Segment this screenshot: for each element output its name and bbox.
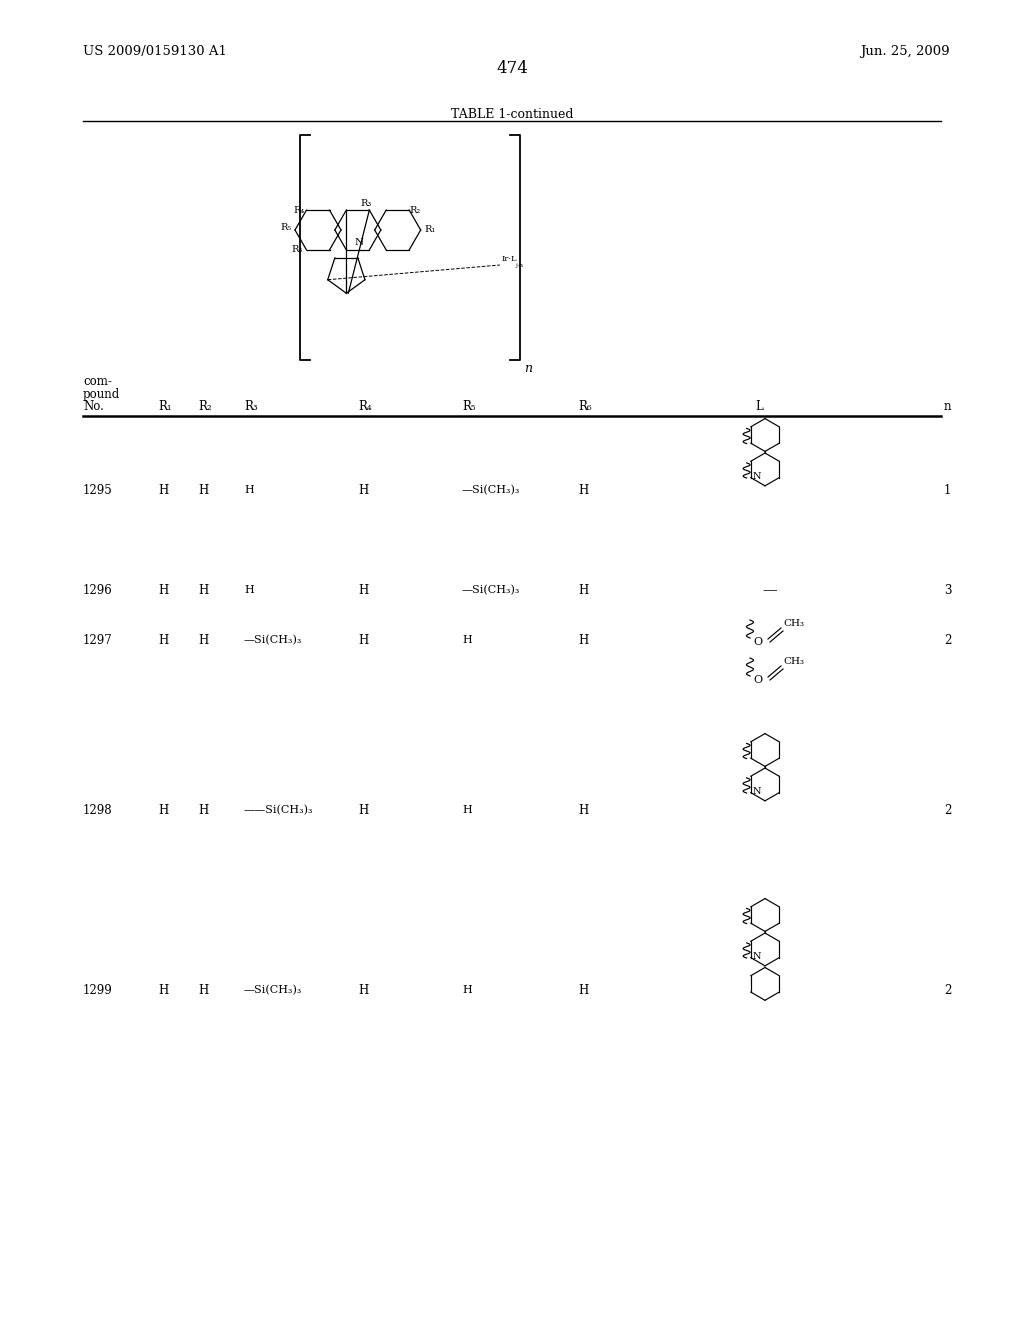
Text: 2: 2 — [944, 983, 951, 997]
Text: R₆: R₆ — [578, 400, 592, 413]
Text: H: H — [158, 483, 168, 496]
Text: H: H — [462, 635, 472, 645]
Text: 1296: 1296 — [83, 583, 113, 597]
Text: H: H — [158, 983, 168, 997]
Text: H: H — [358, 634, 369, 647]
Text: H: H — [158, 804, 168, 817]
Text: H: H — [244, 585, 254, 595]
Text: N: N — [753, 952, 761, 961]
Text: 2: 2 — [944, 634, 951, 647]
Text: —: — — [763, 583, 777, 597]
Text: n: n — [524, 362, 532, 375]
Text: H: H — [358, 583, 369, 597]
Text: H: H — [462, 805, 472, 814]
Text: H: H — [358, 483, 369, 496]
Text: R₅: R₅ — [281, 223, 292, 232]
Text: 474: 474 — [496, 59, 528, 77]
Text: n: n — [944, 400, 951, 413]
Text: No.: No. — [83, 400, 103, 413]
Text: O: O — [754, 675, 763, 685]
Text: H: H — [358, 983, 369, 997]
Text: US 2009/0159130 A1: US 2009/0159130 A1 — [83, 45, 227, 58]
Text: H: H — [578, 583, 588, 597]
Text: H: H — [578, 483, 588, 496]
Text: R₂: R₂ — [198, 400, 212, 413]
Text: H: H — [198, 483, 208, 496]
Text: O: O — [754, 638, 763, 647]
Text: 2: 2 — [944, 804, 951, 817]
Text: R₅: R₅ — [462, 400, 475, 413]
Text: —Si(CH₃)₃: —Si(CH₃)₃ — [244, 985, 302, 995]
Text: —Si(CH₃)₃: —Si(CH₃)₃ — [462, 484, 520, 495]
Text: H: H — [358, 804, 369, 817]
Text: ——Si(CH₃)₃: ——Si(CH₃)₃ — [244, 805, 313, 816]
Text: H: H — [198, 983, 208, 997]
Text: 1299: 1299 — [83, 983, 113, 997]
Text: R₆: R₆ — [292, 246, 303, 253]
Text: 1297: 1297 — [83, 634, 113, 647]
Text: H: H — [578, 983, 588, 997]
Text: H: H — [462, 985, 472, 995]
Text: N: N — [753, 473, 761, 482]
Text: CH₃: CH₃ — [783, 657, 804, 667]
Text: H: H — [244, 484, 254, 495]
Text: H: H — [578, 804, 588, 817]
Text: N: N — [753, 787, 761, 796]
Text: R₃: R₃ — [360, 199, 372, 209]
Text: pound: pound — [83, 388, 120, 401]
Text: Ir·L: Ir·L — [502, 255, 517, 263]
Text: R₄: R₄ — [293, 206, 304, 215]
Text: j-n: j-n — [516, 263, 524, 268]
Text: 1295: 1295 — [83, 483, 113, 496]
Text: —Si(CH₃)₃: —Si(CH₃)₃ — [244, 635, 302, 645]
Text: H: H — [198, 634, 208, 647]
Text: L: L — [755, 400, 763, 413]
Text: —Si(CH₃)₃: —Si(CH₃)₃ — [462, 585, 520, 595]
Text: TABLE 1-continued: TABLE 1-continued — [451, 108, 573, 121]
Text: 1298: 1298 — [83, 804, 113, 817]
Text: 3: 3 — [944, 583, 951, 597]
Text: R₁: R₁ — [158, 400, 172, 413]
Text: H: H — [198, 583, 208, 597]
Text: H: H — [578, 634, 588, 647]
Text: Jun. 25, 2009: Jun. 25, 2009 — [860, 45, 949, 58]
Text: N: N — [354, 238, 364, 247]
Text: R₃: R₃ — [244, 400, 258, 413]
Text: R₁: R₁ — [424, 226, 435, 235]
Text: H: H — [158, 634, 168, 647]
Text: H: H — [158, 583, 168, 597]
Text: R₄: R₄ — [358, 400, 372, 413]
Text: R₂: R₂ — [410, 206, 420, 215]
Text: CH₃: CH₃ — [783, 619, 804, 628]
Text: com-: com- — [83, 375, 112, 388]
Text: H: H — [198, 804, 208, 817]
Text: 1: 1 — [944, 483, 951, 496]
